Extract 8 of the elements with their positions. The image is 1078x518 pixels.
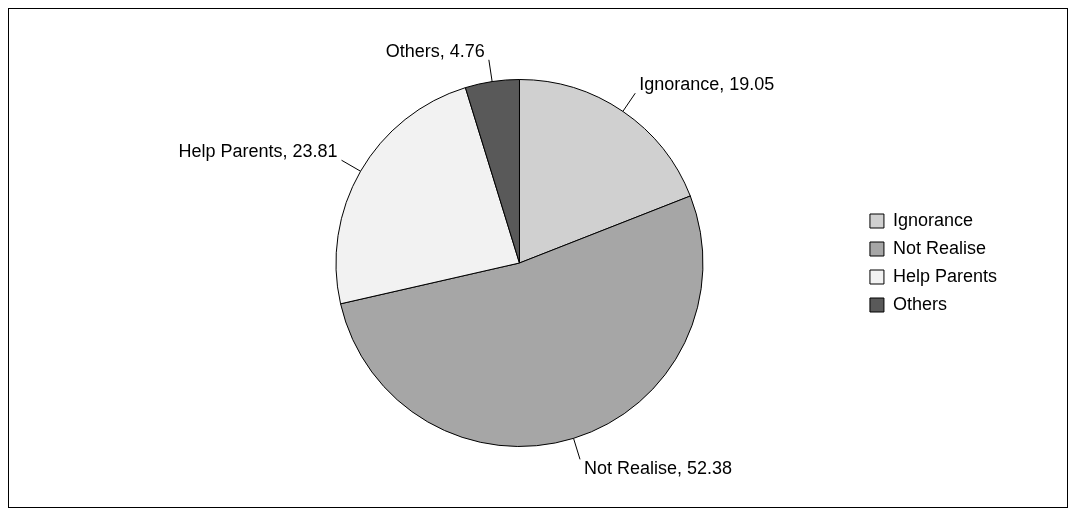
data-label: Not Realise, 52.38 (584, 458, 733, 479)
legend-label: Help Parents (892, 265, 998, 286)
data-label: Help Parents, 23.81 (178, 141, 338, 162)
data-label: Others, 4.76 (385, 40, 485, 61)
data-label: Ignorance, 19.05 (639, 74, 775, 95)
legend-label: Not Realise (892, 237, 986, 258)
legend-label: Others (892, 293, 947, 314)
legend-label: Ignorance (892, 209, 974, 230)
